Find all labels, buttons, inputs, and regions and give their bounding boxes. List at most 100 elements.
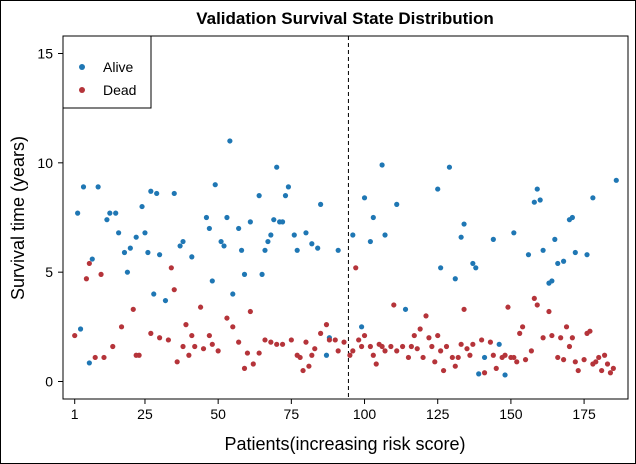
data-point-alive: [394, 201, 400, 207]
data-point-dead: [288, 337, 294, 343]
x-tick-label: 25: [137, 406, 153, 422]
data-point-dead: [215, 348, 221, 354]
data-point-alive: [142, 230, 148, 236]
data-point-dead: [83, 276, 90, 282]
data-point-dead: [572, 359, 578, 365]
data-point-dead: [555, 354, 561, 361]
data-point-dead: [312, 346, 318, 352]
data-point-alive: [227, 138, 233, 144]
data-point-dead: [306, 363, 312, 369]
data-point-dead: [86, 260, 92, 267]
data-point-alive: [139, 203, 145, 210]
data-point-dead: [490, 352, 496, 358]
data-point-dead: [575, 367, 581, 374]
data-point-alive: [382, 232, 388, 238]
data-point-dead: [303, 339, 309, 345]
data-point-alive: [113, 210, 119, 216]
data-point-alive: [274, 164, 280, 170]
data-point-dead: [470, 341, 476, 347]
data-point-alive: [470, 260, 476, 267]
data-point-alive: [549, 278, 555, 284]
y-axis-label: Survival time (years): [8, 136, 28, 300]
data-point-dead: [467, 352, 473, 358]
legend-label-alive: Alive: [103, 59, 134, 75]
data-point-alive: [584, 252, 590, 258]
data-point-alive: [89, 256, 95, 262]
data-point-alive: [259, 271, 265, 277]
data-point-dead: [347, 352, 353, 358]
data-point-dead: [601, 352, 608, 358]
data-point-dead: [165, 337, 171, 343]
data-point-alive: [271, 217, 277, 223]
data-point-dead: [420, 354, 426, 361]
data-point-alive: [238, 247, 245, 253]
data-point-dead: [186, 352, 192, 358]
data-point-alive: [268, 232, 274, 238]
data-point-dead: [157, 335, 163, 341]
data-point-alive: [177, 243, 183, 249]
x-tick-label: 100: [353, 406, 377, 422]
data-point-dead: [487, 339, 494, 345]
data-point-dead: [517, 330, 523, 336]
data-point-dead: [326, 337, 332, 343]
data-point-alive: [104, 217, 110, 223]
data-point-alive: [80, 184, 87, 190]
data-point-dead: [241, 365, 248, 371]
data-point-dead: [405, 354, 412, 361]
data-point-alive: [452, 276, 458, 282]
plot-area: [62, 35, 629, 400]
data-point-alive: [534, 186, 540, 192]
data-point-dead: [300, 367, 306, 374]
data-point-dead: [540, 335, 546, 341]
data-point-dead: [373, 361, 379, 367]
data-point-dead: [388, 343, 394, 350]
data-point-alive: [613, 177, 619, 183]
data-point-alive: [303, 230, 309, 236]
data-point-dead: [262, 337, 268, 343]
data-point-dead: [481, 370, 488, 376]
data-point-alive: [350, 232, 356, 238]
data-point-alive: [224, 214, 230, 221]
data-point-dead: [587, 328, 593, 334]
data-point-dead: [244, 350, 251, 356]
data-point-alive: [127, 245, 133, 251]
data-point-alive: [77, 326, 84, 332]
data-point-alive: [247, 219, 253, 225]
data-point-dead: [130, 306, 136, 312]
data-point-dead: [461, 306, 467, 312]
legend-marker-alive: [79, 64, 85, 70]
data-point-dead: [408, 343, 414, 350]
data-point-dead: [174, 359, 180, 365]
data-point-alive: [481, 354, 488, 361]
data-point-alive: [511, 230, 517, 236]
data-point-alive: [458, 234, 464, 240]
data-point-dead: [361, 332, 368, 339]
data-point-dead: [514, 359, 520, 365]
data-point-alive: [560, 258, 567, 264]
data-point-dead: [479, 337, 485, 343]
data-point-alive: [256, 193, 262, 199]
data-point-dead: [426, 335, 432, 341]
y-tick-label: 0: [45, 374, 53, 390]
y-tick-label: 5: [45, 264, 53, 280]
data-point-dead: [206, 332, 212, 339]
data-point-alive: [370, 214, 376, 221]
data-point-dead: [599, 367, 605, 374]
data-point-dead: [569, 335, 575, 341]
data-point-dead: [391, 302, 397, 308]
data-point-dead: [118, 324, 125, 330]
data-point-dead: [464, 346, 470, 352]
data-point-dead: [558, 335, 564, 341]
chart-title: Validation Survival State Distribution: [196, 9, 494, 28]
data-point-dead: [180, 343, 186, 350]
data-point-dead: [136, 352, 142, 358]
data-point-alive: [323, 352, 330, 358]
y-tick-label: 15: [37, 45, 53, 61]
data-point-dead: [168, 265, 174, 271]
data-point-dead: [534, 302, 540, 308]
data-point-alive: [555, 260, 561, 267]
data-point-dead: [449, 354, 455, 361]
x-axis: 1 25 50 75 100 125 150 175: [71, 399, 596, 422]
data-point-alive: [367, 238, 373, 245]
data-point-alive: [121, 249, 128, 256]
